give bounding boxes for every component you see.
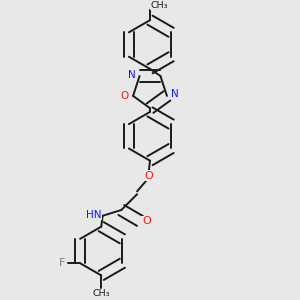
Text: O: O: [142, 217, 151, 226]
Text: N: N: [128, 70, 135, 80]
Text: CH₃: CH₃: [151, 1, 168, 10]
Text: O: O: [144, 171, 153, 181]
Text: HN: HN: [86, 210, 102, 220]
Text: O: O: [120, 91, 129, 101]
Text: CH₃: CH₃: [93, 289, 110, 298]
Text: N: N: [171, 89, 179, 100]
Text: F: F: [59, 258, 65, 268]
